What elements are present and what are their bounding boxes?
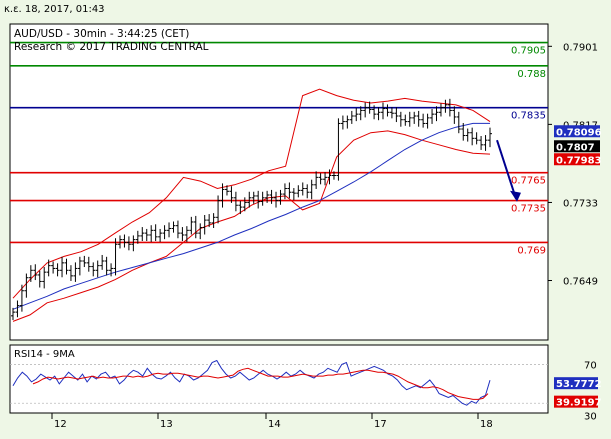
level-label: 0.788 [517,69,546,80]
price-badge-bg [554,153,600,166]
moving-average-layer [12,122,490,310]
price-badge-text: 0.78096 [556,127,602,138]
candlestick-layer [11,98,492,321]
badge-layer: 0.78096 0.7807 0.77983 53.7772 39.9197 [554,125,602,409]
x-tick-label: 17 [374,419,387,430]
price-badge-text: 0.77983 [556,155,602,166]
bollinger-upper [12,88,491,299]
main-subtitle: Research © 2017 TRADING CENTRAL [14,41,209,53]
rsi-tick-label: 70 [584,360,597,371]
y-tick-label: 0.7649 [563,277,598,288]
y-tick-label: 0.7901 [563,42,598,53]
rsi-layer [10,359,548,406]
level-label: 0.7765 [511,176,546,187]
bollinger-lower [12,130,491,322]
rsi-ma-line [32,367,489,400]
x-tick-label: 14 [268,419,281,430]
y-tick-label: 0.7733 [563,198,598,209]
x-tick-label: 18 [480,419,493,430]
rsi-badge-text: 53.7772 [556,379,602,390]
main-title: AUD/USD - 30min - 3:44:25 (CET) [14,28,189,40]
bollinger-layer [12,88,491,322]
rsi-plot-area [9,344,549,414]
x-tick-label: 12 [54,419,67,430]
forecast-arrow-shaft [496,139,517,200]
forecast-arrow-head [510,190,521,202]
level-label: 0.769 [517,245,546,256]
x-tick-label: 13 [160,419,173,430]
price-badge-bg [554,125,600,138]
price-badge-text: 0.7807 [556,142,595,153]
top-bar: κ.ε. 18, 2017, 01:43 [0,0,611,22]
rsi-title: RSI14 - 9MA [14,349,75,360]
rsi-badge-bg [554,395,598,408]
rsi-badge-bg [554,377,598,390]
rsi-tick-label: 30 [584,411,597,422]
price-badge-bg [554,140,600,153]
level-label: 0.7735 [511,204,546,215]
moving-average-line [12,122,490,310]
date-stamp: κ.ε. 18, 2017, 01:43 [4,4,105,15]
level-label: 0.7835 [511,111,546,122]
level-label: 0.7905 [511,46,546,57]
main-plot-area [9,23,549,341]
forecast-arrow-layer [496,139,521,202]
rsi-badge-text: 39.9197 [556,398,602,409]
